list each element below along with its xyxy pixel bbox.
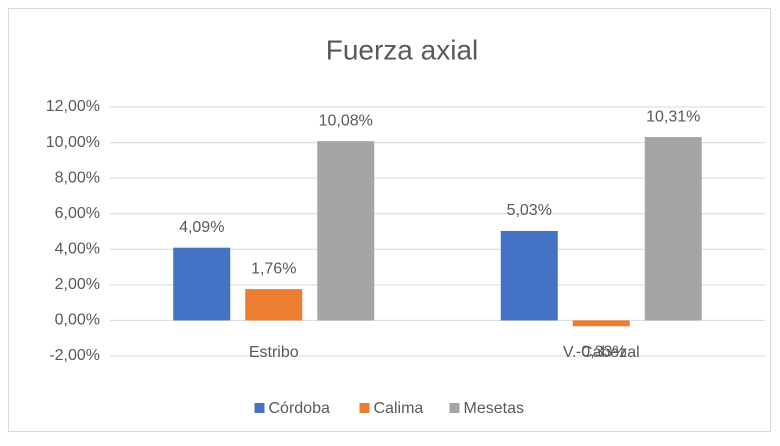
data-label: -0,33% [576, 344, 627, 361]
y-tick-label: 6,00% [55, 205, 100, 222]
legend-swatch [254, 403, 265, 413]
data-label: 4,09% [179, 219, 224, 236]
bar [245, 289, 303, 321]
bar [173, 247, 231, 321]
bar [317, 141, 375, 321]
x-tick-label: V. Cabezal [563, 344, 640, 361]
data-label: 1,76% [251, 260, 296, 277]
x-tick-label: Estribo [249, 344, 299, 361]
bar [644, 137, 702, 321]
legend-label: Mesetas [464, 400, 524, 417]
y-tick-label: -2,00% [49, 347, 100, 364]
data-label: 10,31% [646, 108, 700, 125]
bar [572, 320, 630, 327]
y-tick-label: 0,00% [55, 312, 100, 329]
y-tick-label: 2,00% [55, 276, 100, 293]
data-label: 10,08% [319, 112, 373, 129]
y-tick-label: 12,00% [46, 98, 100, 115]
legend-swatch [359, 403, 370, 413]
data-label: 5,03% [507, 202, 552, 219]
y-tick-label: 4,00% [55, 241, 100, 258]
bar [500, 230, 558, 321]
y-tick-label: 10,00% [46, 134, 100, 151]
chart-title: Fuerza axial [326, 34, 479, 65]
legend-label: Córdoba [269, 400, 330, 417]
chart-border [8, 8, 771, 432]
legend-label: Calima [374, 400, 424, 417]
y-tick-label: 8,00% [55, 169, 100, 186]
legend-swatch [449, 403, 460, 413]
